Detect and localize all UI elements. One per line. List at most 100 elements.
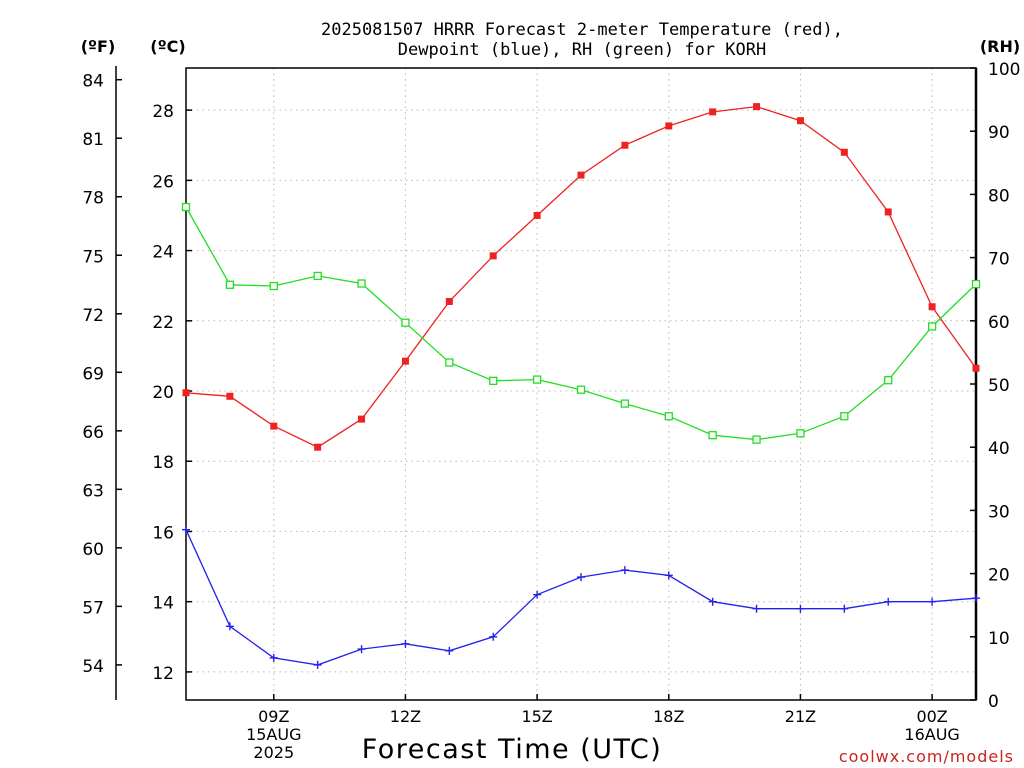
dewpoint-point xyxy=(884,597,893,606)
dewpoint-point xyxy=(796,604,805,613)
fahrenheit-tick-label: 60 xyxy=(82,540,104,560)
rh-tick-label: 20 xyxy=(988,566,1010,586)
temperature-point xyxy=(358,415,366,423)
fahrenheit-tick-label: 66 xyxy=(82,423,104,443)
dewpoint-point xyxy=(445,646,454,655)
celsius-unit-label: (ºC) xyxy=(150,37,185,56)
dewpoint-point xyxy=(269,653,278,662)
fahrenheit-tick-label: 57 xyxy=(82,598,104,618)
temperature-point xyxy=(753,103,761,111)
temperature-point xyxy=(314,443,322,451)
rh-point xyxy=(576,385,586,394)
temperature-point xyxy=(270,422,278,430)
chart-title-line-2: Dewpoint (blue), RH (green) for KORH xyxy=(398,40,766,60)
temperature-point xyxy=(709,108,717,116)
rh-tick-label: 10 xyxy=(988,629,1010,649)
fahrenheit-tick-label: 54 xyxy=(82,657,104,677)
temperature-point xyxy=(577,171,585,179)
rh-point xyxy=(313,271,322,281)
x-tick-label: 00Z xyxy=(916,707,947,726)
rh-point xyxy=(489,376,498,385)
rh-series xyxy=(181,202,981,444)
temperature-point xyxy=(401,357,409,365)
rh-tick-label: 60 xyxy=(988,313,1010,333)
rh-unit-label: (RH) xyxy=(980,37,1020,56)
rh-tick-label: 100 xyxy=(988,60,1020,80)
fahrenheit-tick-label: 84 xyxy=(82,72,104,92)
dewpoint-point xyxy=(225,622,234,631)
dewpoint-point xyxy=(489,632,498,641)
fahrenheit-unit-label: (ºF) xyxy=(81,37,116,56)
x-tick-label: 18Z xyxy=(653,707,684,726)
x-tick-label: 15AUG xyxy=(246,725,301,744)
x-tick-label: 21Z xyxy=(785,707,816,726)
rh-tick-label: 30 xyxy=(988,502,1010,522)
fahrenheit-tick-label: 72 xyxy=(82,306,104,326)
celsius-tick-label: 24 xyxy=(152,243,174,263)
celsius-tick-label: 18 xyxy=(152,453,174,473)
temperature-point xyxy=(621,141,629,149)
temperature-line xyxy=(185,105,977,448)
rh-point xyxy=(664,412,673,421)
x-tick-label: 09Z xyxy=(258,707,289,726)
dewpoint-point xyxy=(401,639,410,648)
fahrenheit-tick-label: 69 xyxy=(82,364,104,384)
chart-title-line-1: 2025081507 HRRR Forecast 2-meter Tempera… xyxy=(321,20,843,40)
rh-point xyxy=(927,322,937,331)
dewpoint-point xyxy=(664,571,673,580)
temperature-point xyxy=(182,389,190,397)
rh-tick-label: 90 xyxy=(988,123,1010,143)
fahrenheit-tick-label: 75 xyxy=(82,247,104,267)
rh-point xyxy=(708,431,717,440)
rh-point xyxy=(181,202,191,212)
rh-point xyxy=(445,358,454,367)
celsius-tick-label: 28 xyxy=(152,102,174,122)
grid-lines xyxy=(186,68,976,700)
dewpoint-point xyxy=(533,590,542,599)
rh-point xyxy=(971,279,981,289)
rh-tick-label: 0 xyxy=(988,692,999,712)
rh-point xyxy=(752,435,761,444)
dewpoint-line xyxy=(185,529,977,666)
dewpoint-point xyxy=(313,660,322,669)
data-series xyxy=(181,103,981,669)
temperature-point xyxy=(972,364,980,372)
rh-tick-label: 80 xyxy=(988,186,1010,206)
rh-point xyxy=(357,279,366,288)
dewpoint-series xyxy=(182,525,980,669)
rh-point xyxy=(884,376,893,385)
celsius-tick-label: 26 xyxy=(152,172,174,192)
credit-text: coolwx.com/models xyxy=(839,747,1014,766)
celsius-tick-label: 22 xyxy=(152,313,174,333)
rh-point xyxy=(840,412,849,421)
temperature-point xyxy=(665,122,673,130)
temperature-point xyxy=(226,392,234,400)
x-tick-label: 2025 xyxy=(253,743,294,762)
celsius-tick-label: 16 xyxy=(152,523,174,543)
axes: 54 57 60 63 66 69 72 75 78 81 84 12 14 16 18 20 22 24 26 28… xyxy=(82,60,1020,712)
temperature-point xyxy=(796,117,804,125)
temperature-point xyxy=(533,211,541,219)
temperature-series xyxy=(182,103,980,451)
dewpoint-point xyxy=(972,594,980,603)
fahrenheit-tick-label: 81 xyxy=(82,130,104,150)
dewpoint-point xyxy=(182,525,190,534)
fahrenheit-tick-label: 78 xyxy=(82,189,104,209)
x-tick-label: 15Z xyxy=(521,707,552,726)
dewpoint-point xyxy=(840,604,849,613)
plot-frame xyxy=(185,67,977,701)
rh-point xyxy=(401,318,410,327)
rh-line xyxy=(185,206,977,441)
rh-point xyxy=(796,429,805,438)
temperature-point xyxy=(884,208,892,216)
temperature-point xyxy=(489,252,497,260)
dewpoint-point xyxy=(620,566,629,575)
rh-tick-label: 40 xyxy=(988,439,1010,459)
x-tick-label: 12Z xyxy=(390,707,421,726)
rh-tick-label: 70 xyxy=(988,250,1010,270)
celsius-tick-label: 20 xyxy=(152,383,174,403)
x-axis-label: Forecast Time (UTC) xyxy=(362,734,663,765)
temperature-point xyxy=(928,303,936,311)
rh-point xyxy=(225,280,235,289)
